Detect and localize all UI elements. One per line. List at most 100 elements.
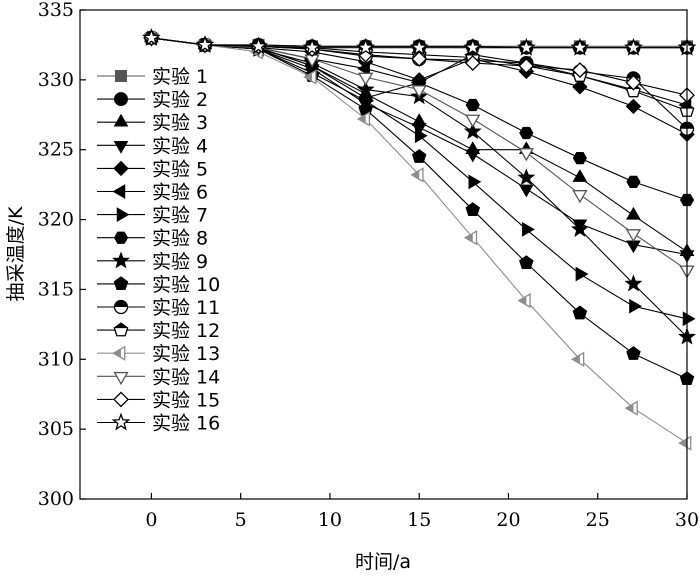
y-tick-label: 310 bbox=[38, 348, 74, 370]
legend-label: 实验 16 bbox=[152, 413, 220, 435]
legend-entry: 实验 14 bbox=[97, 366, 220, 388]
data-point bbox=[629, 298, 642, 314]
legend: 实验 1实验 2实验 3实验 4实验 5实验 6实验 7实验 8实验 9实验 1… bbox=[97, 66, 220, 435]
data-point bbox=[678, 435, 692, 451]
legend-label: 实验 9 bbox=[152, 251, 208, 273]
legend-label: 实验 12 bbox=[152, 320, 220, 342]
legend-marker bbox=[113, 391, 129, 408]
data-point bbox=[571, 351, 585, 367]
y-tick-label: 335 bbox=[38, 0, 74, 21]
data-point bbox=[302, 37, 322, 56]
x-tick-label: 10 bbox=[318, 509, 342, 531]
x-axis-title: 时间/a bbox=[355, 551, 411, 573]
data-point bbox=[570, 219, 589, 237]
x-tick-label: 30 bbox=[675, 509, 699, 531]
legend-marker bbox=[112, 251, 130, 269]
data-point bbox=[463, 230, 478, 246]
y-tick-label: 320 bbox=[38, 209, 74, 231]
data-point bbox=[409, 37, 429, 56]
data-point bbox=[519, 126, 534, 140]
legend-entry: 实验 2 bbox=[97, 89, 208, 111]
x-tick-label: 0 bbox=[145, 509, 157, 531]
legend-marker bbox=[113, 141, 129, 154]
data-point bbox=[357, 61, 370, 77]
series-4 bbox=[144, 33, 695, 263]
legend-entry: 实验 3 bbox=[97, 112, 208, 134]
data-point bbox=[463, 37, 483, 56]
series-16 bbox=[142, 28, 697, 56]
legend-label: 实验 11 bbox=[152, 297, 220, 319]
legend-label: 实验 8 bbox=[152, 228, 208, 250]
legend-entry: 实验 8 bbox=[97, 228, 208, 250]
data-point bbox=[572, 190, 588, 204]
data-point bbox=[411, 85, 427, 99]
data-point bbox=[411, 50, 428, 67]
legend-entry: 实验 9 bbox=[97, 251, 208, 273]
y-tick-label: 300 bbox=[38, 488, 74, 510]
data-point bbox=[572, 79, 588, 95]
legend-marker bbox=[112, 184, 126, 199]
legend-label: 实验 10 bbox=[152, 274, 220, 296]
legend-label: 实验 5 bbox=[152, 158, 208, 180]
data-point bbox=[625, 98, 642, 115]
legend-label: 实验 1 bbox=[152, 66, 208, 88]
legend-entry: 实验 1 bbox=[97, 66, 208, 88]
data-point bbox=[517, 168, 536, 186]
legend-label: 实验 6 bbox=[152, 182, 208, 204]
data-point bbox=[624, 274, 643, 292]
data-point bbox=[465, 114, 481, 128]
y-tick-label: 325 bbox=[38, 139, 74, 161]
data-point bbox=[518, 184, 534, 198]
legend-marker bbox=[113, 113, 129, 127]
x-tick-label: 5 bbox=[235, 509, 247, 531]
legend-entry: 实验 5 bbox=[97, 158, 208, 180]
data-point bbox=[516, 37, 536, 56]
legend-marker bbox=[113, 371, 129, 386]
data-point bbox=[517, 292, 531, 309]
data-point bbox=[463, 122, 482, 140]
legend-marker bbox=[116, 207, 130, 222]
data-point bbox=[570, 37, 590, 56]
data-point bbox=[522, 221, 535, 237]
data-point bbox=[625, 229, 642, 243]
data-point bbox=[624, 37, 643, 56]
data-point bbox=[142, 28, 161, 46]
data-point bbox=[682, 311, 696, 327]
legend-entry: 实验 12 bbox=[97, 320, 220, 342]
legend-entry: 实验 13 bbox=[97, 343, 220, 365]
legend-entry: 实验 4 bbox=[97, 135, 208, 157]
y-tick-label: 315 bbox=[38, 278, 74, 300]
data-point bbox=[414, 128, 428, 144]
data-point bbox=[410, 167, 424, 183]
data-point bbox=[626, 346, 641, 360]
x-tick-label: 15 bbox=[407, 509, 431, 531]
series-line bbox=[151, 37, 688, 253]
data-point bbox=[572, 151, 587, 165]
legend-label: 实验 4 bbox=[152, 135, 208, 157]
legend-marker bbox=[113, 322, 129, 337]
data-point bbox=[465, 98, 480, 112]
data-point bbox=[465, 149, 481, 163]
data-point bbox=[519, 255, 534, 270]
data-point bbox=[626, 206, 641, 220]
data-point bbox=[303, 69, 317, 85]
data-point bbox=[571, 62, 588, 78]
plot-frame bbox=[79, 9, 688, 500]
legend-marker bbox=[113, 276, 129, 291]
legend-label: 实验 13 bbox=[152, 343, 220, 365]
y-tick-label: 305 bbox=[38, 418, 74, 440]
data-point bbox=[195, 35, 215, 53]
legend-marker bbox=[113, 231, 129, 244]
data-point bbox=[465, 202, 481, 216]
series-layer bbox=[142, 28, 697, 451]
data-point bbox=[624, 400, 638, 416]
data-point bbox=[356, 111, 371, 127]
data-point bbox=[572, 169, 588, 182]
data-point bbox=[464, 55, 481, 72]
y-tick-label: 330 bbox=[38, 69, 74, 91]
series-line bbox=[151, 37, 688, 256]
x-tick-label: 20 bbox=[496, 509, 520, 531]
data-point bbox=[575, 266, 589, 282]
x-tick-label: 25 bbox=[586, 509, 610, 531]
